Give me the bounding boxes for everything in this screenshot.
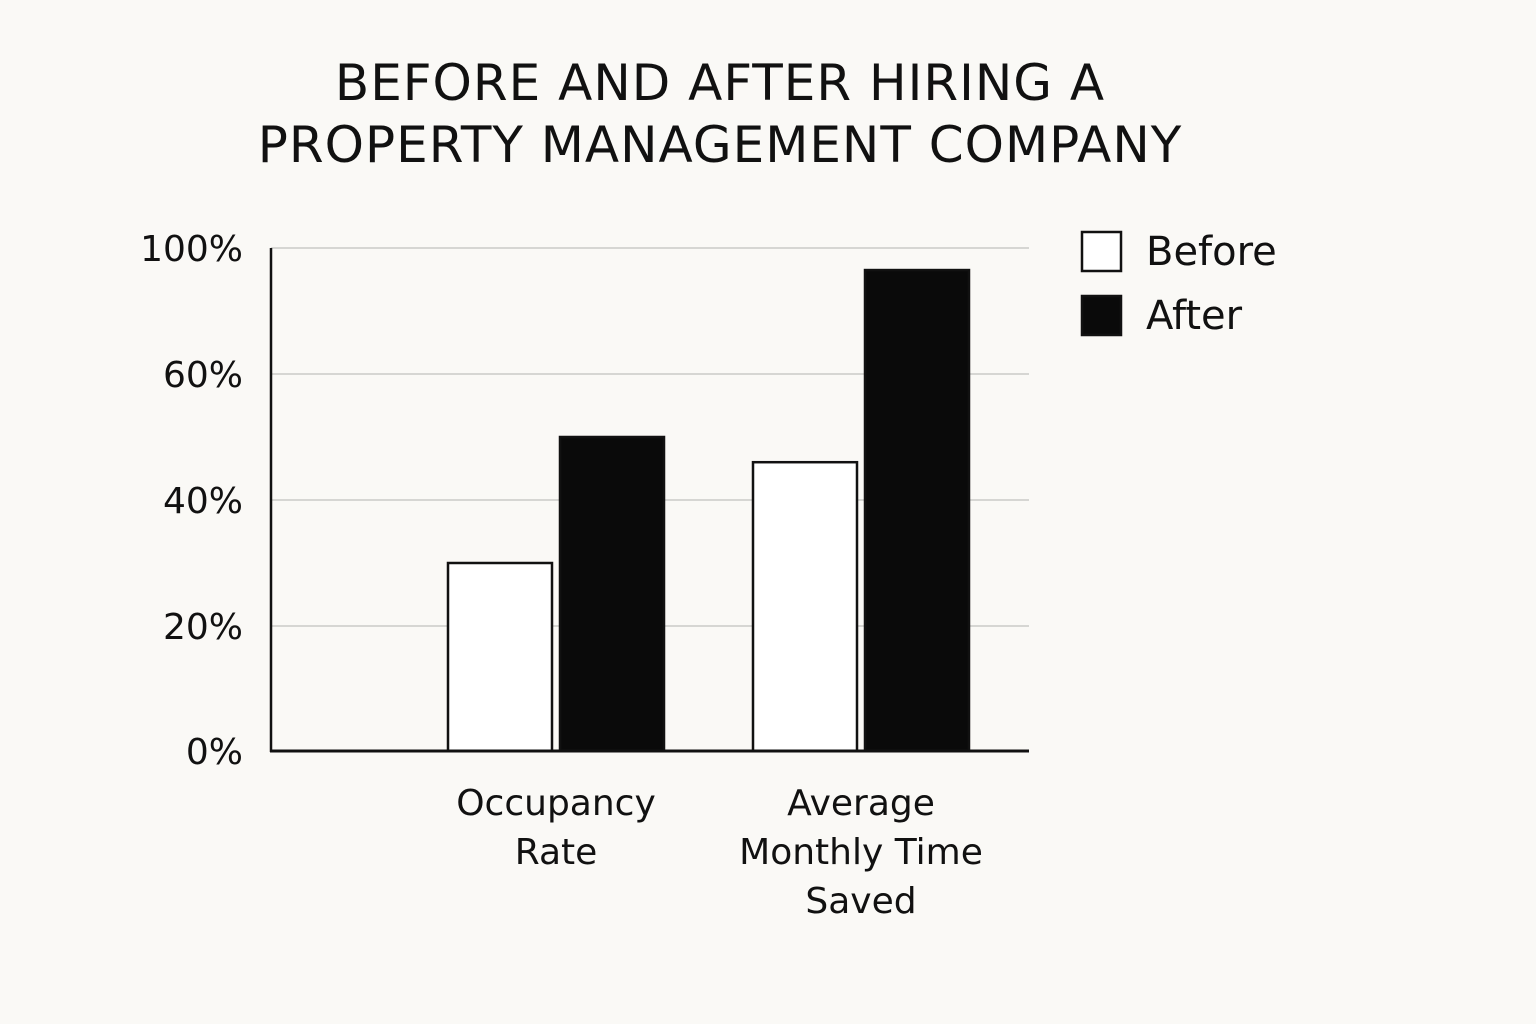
bar-after-1 <box>863 268 971 753</box>
chart-title-line-2: PROPERTY MANAGEMENT COMPANY <box>257 116 1183 174</box>
bar-after-0 <box>558 435 666 753</box>
legend: Before After <box>1080 229 1277 339</box>
x-category-label-0-line-0: Occupancy <box>456 783 656 824</box>
chart-title: BEFORE AND AFTER HIRING A PROPERTY MANAG… <box>0 52 1440 176</box>
y-tick-label-2: 40% <box>163 481 243 522</box>
bar-before-1 <box>751 460 859 753</box>
bar-before-0 <box>446 561 554 753</box>
y-tick-label-3: 60% <box>163 355 243 396</box>
y-tick-label-4: 100% <box>140 229 243 270</box>
axes <box>269 248 1029 753</box>
x-category-labels: Occupancy Rate Average Monthly Time Saved <box>456 783 983 922</box>
legend-label-after: After <box>1146 293 1243 339</box>
legend-swatch-before <box>1080 230 1123 273</box>
x-category-label-1-line-2: Saved <box>805 881 916 922</box>
y-tick-label-1: 20% <box>163 607 243 648</box>
x-category-label-1-line-1: Monthly Time <box>739 832 983 873</box>
y-tick-label-0: 0% <box>186 732 243 773</box>
chart-title-line-1: BEFORE AND AFTER HIRING A <box>334 54 1106 112</box>
legend-label-before: Before <box>1146 229 1277 275</box>
x-category-label-0-line-1: Rate <box>515 832 598 873</box>
legend-swatch-after <box>1080 294 1123 337</box>
y-tick-labels: 0% 20% 40% 60% 100% <box>140 229 243 773</box>
x-category-label-1-line-0: Average <box>787 783 935 824</box>
bars <box>446 268 971 753</box>
